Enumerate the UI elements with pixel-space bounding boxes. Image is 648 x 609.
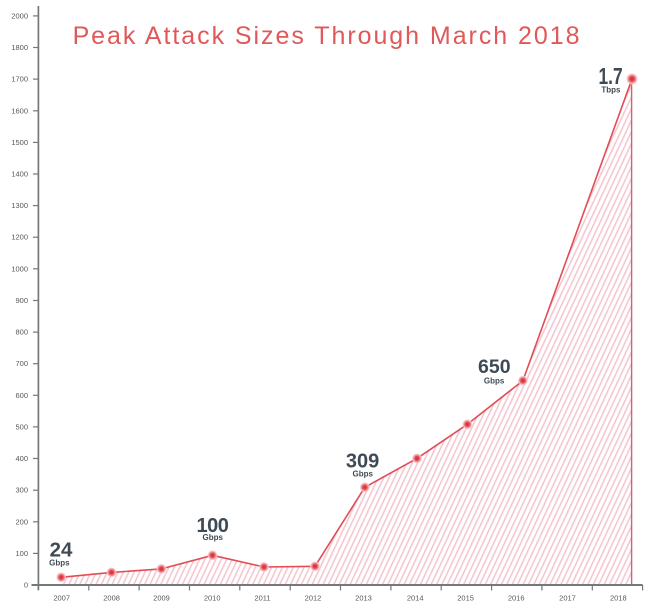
svg-text:Gbps: Gbps [49, 559, 70, 568]
svg-text:200: 200 [15, 517, 28, 526]
svg-text:Gbps: Gbps [202, 533, 223, 542]
svg-text:650: 650 [478, 356, 511, 378]
svg-text:1000: 1000 [11, 264, 28, 273]
svg-text:500: 500 [15, 422, 28, 431]
svg-text:2008: 2008 [103, 594, 120, 603]
svg-text:1500: 1500 [11, 138, 28, 147]
svg-text:2000: 2000 [11, 11, 28, 20]
svg-text:600: 600 [15, 391, 28, 400]
svg-text:Gbps: Gbps [352, 470, 373, 479]
svg-text:1600: 1600 [11, 106, 28, 115]
svg-text:2011: 2011 [254, 594, 270, 603]
svg-text:1200: 1200 [11, 233, 28, 242]
svg-text:Peak Attack Sizes Through Marc: Peak Attack Sizes Through March 2018 [73, 22, 582, 50]
svg-text:2009: 2009 [153, 594, 170, 603]
svg-text:24: 24 [50, 539, 73, 562]
svg-text:2014: 2014 [407, 594, 424, 603]
svg-text:2017: 2017 [559, 594, 576, 603]
svg-text:2018: 2018 [610, 594, 627, 603]
svg-text:2016: 2016 [508, 594, 525, 603]
svg-text:2015: 2015 [457, 594, 474, 603]
svg-text:2010: 2010 [204, 594, 221, 603]
svg-text:Tbps: Tbps [601, 85, 621, 94]
svg-text:800: 800 [15, 328, 28, 337]
svg-text:300: 300 [15, 486, 28, 495]
svg-text:900: 900 [15, 296, 28, 305]
svg-text:700: 700 [15, 359, 28, 368]
svg-text:2012: 2012 [305, 594, 322, 603]
svg-text:1800: 1800 [11, 43, 28, 52]
svg-text:2013: 2013 [355, 594, 372, 603]
svg-text:1300: 1300 [11, 201, 28, 210]
svg-text:100: 100 [15, 549, 28, 558]
svg-text:0: 0 [24, 581, 28, 590]
svg-text:1700: 1700 [11, 75, 28, 84]
svg-text:400: 400 [15, 454, 28, 463]
svg-text:309: 309 [346, 451, 379, 473]
svg-text:2007: 2007 [53, 594, 70, 603]
svg-text:100: 100 [196, 515, 228, 537]
svg-text:1.7: 1.7 [599, 64, 623, 90]
svg-text:Gbps: Gbps [484, 377, 505, 386]
svg-text:1400: 1400 [11, 170, 28, 179]
